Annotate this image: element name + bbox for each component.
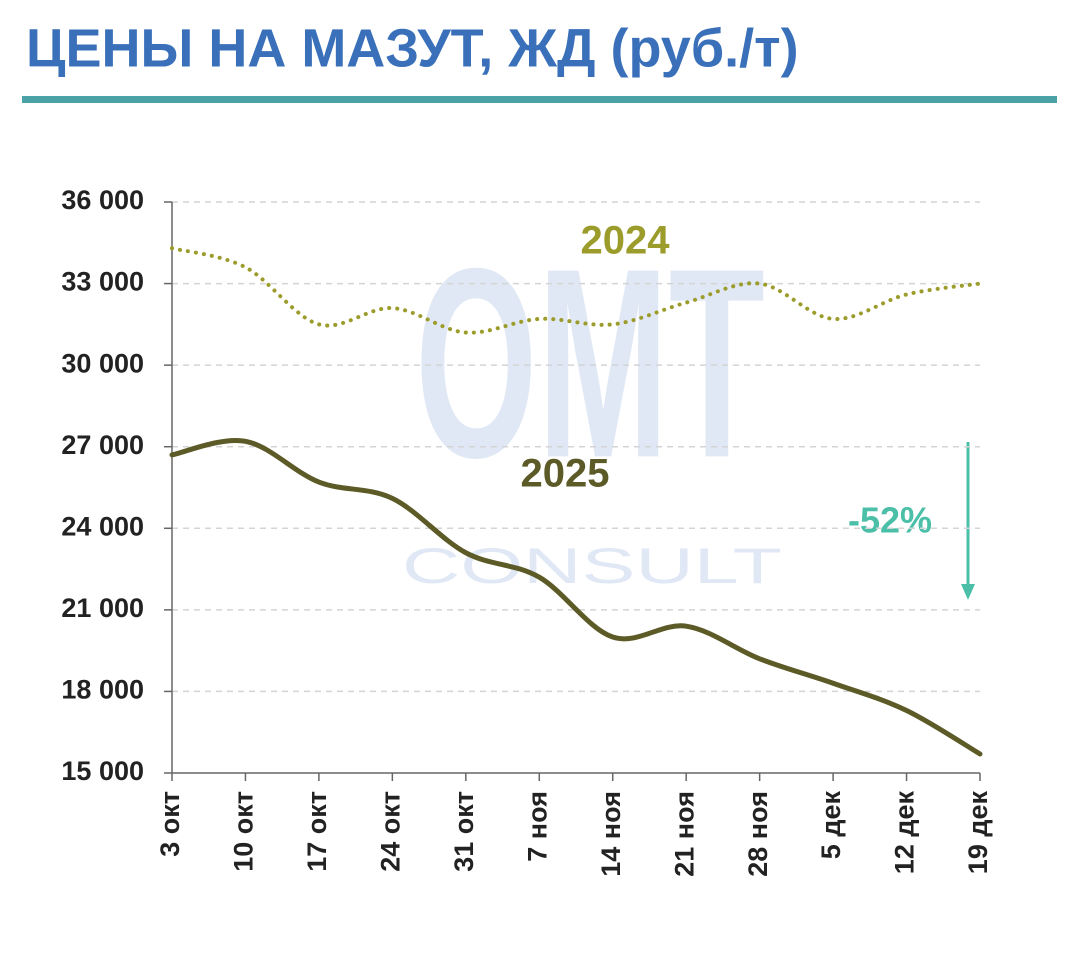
x-tick-label: 17 окт xyxy=(302,791,332,872)
series-line xyxy=(170,246,982,335)
y-tick-label: 18 000 xyxy=(61,675,144,705)
x-tick-label: 31 окт xyxy=(449,791,479,872)
chart-title: ЦЕНЫ НА МАЗУТ, ЖД (руб./т) xyxy=(26,18,799,78)
series-label: 2025 xyxy=(521,452,610,496)
x-tick-label: 19 дек xyxy=(963,791,993,875)
y-tick-label: 24 000 xyxy=(61,511,144,541)
x-tick-label: 3 окт xyxy=(155,791,185,857)
series-label: 2024 xyxy=(581,219,671,263)
y-tick-label: 21 000 xyxy=(61,593,144,623)
watermark-text: CONSULT xyxy=(402,538,782,594)
x-tick-label: 24 окт xyxy=(375,791,405,872)
change-label: -52% xyxy=(848,500,932,541)
x-tick-label: 7 ноя xyxy=(522,791,552,862)
x-tick-label: 28 ноя xyxy=(743,791,773,877)
x-tick-label: 12 дек xyxy=(890,791,920,875)
watermark-logo: OMT xyxy=(415,213,765,514)
y-tick-label: 30 000 xyxy=(61,348,144,378)
watermark: OMT CONSULT xyxy=(402,213,782,594)
x-tick-label: 5 дек xyxy=(816,791,846,860)
y-tick-label: 33 000 xyxy=(61,267,144,297)
y-tick-label: 15 000 xyxy=(61,756,144,786)
x-tick-label: 21 ноя xyxy=(669,791,699,877)
x-tick-label: 10 окт xyxy=(229,791,259,872)
x-tick-label: 14 ноя xyxy=(596,791,626,877)
y-tick-label: 27 000 xyxy=(61,430,144,460)
title-rule xyxy=(22,96,1057,103)
arrow-head xyxy=(961,584,975,600)
series-line xyxy=(169,437,983,757)
y-tick-label: 36 000 xyxy=(61,185,144,215)
